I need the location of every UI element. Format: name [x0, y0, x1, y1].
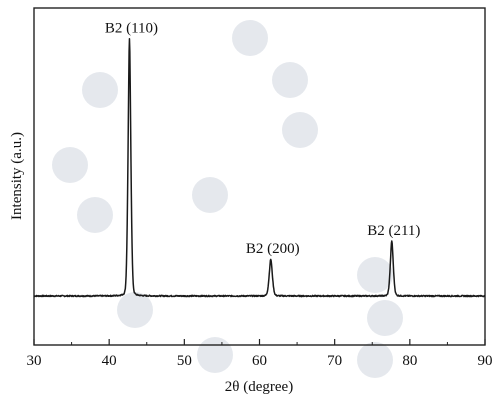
x-tick-label-70: 70 [327, 353, 342, 369]
y-axis-label: Intensity (a.u.) [9, 132, 25, 220]
plot-frame [33, 7, 486, 346]
watermark-logo-icon [52, 147, 88, 183]
x-axis-label: 2θ (degree) [225, 379, 293, 395]
peak-labels: B2 (110) B2 (200) B2 (211) [105, 21, 421, 258]
x-tick-label-30: 30 [27, 353, 42, 369]
watermark-logo-icon [117, 292, 153, 328]
watermark-logo-icon [232, 20, 268, 56]
watermark-logo-icon [272, 62, 308, 98]
watermark-logo-icon [77, 197, 113, 233]
peak-label-2: B2 (211) [367, 223, 420, 239]
watermark-logo-icon [357, 342, 393, 378]
watermark-logo-icon [192, 177, 228, 213]
peak-label-0: B2 (110) [105, 21, 158, 37]
x-tick-label-50: 50 [177, 353, 192, 369]
watermark-layer [52, 20, 403, 378]
series-line [33, 38, 486, 298]
watermark-logo-icon [82, 72, 118, 108]
x-axis-ticks [33, 339, 486, 345]
watermark-logo-icon [197, 337, 233, 373]
x-tick-label-40: 40 [102, 353, 117, 369]
watermark-logo-icon [282, 112, 318, 148]
x-tick-label-60: 60 [252, 353, 267, 369]
peak-label-1: B2 (200) [246, 241, 300, 257]
watermark-logo-icon [367, 300, 403, 336]
x-axis-tick-labels: 30 40 50 60 70 80 90 [27, 353, 493, 369]
x-tick-label-80: 80 [402, 353, 417, 369]
watermark-logo-icon [357, 257, 393, 293]
x-tick-label-90: 90 [478, 353, 493, 369]
